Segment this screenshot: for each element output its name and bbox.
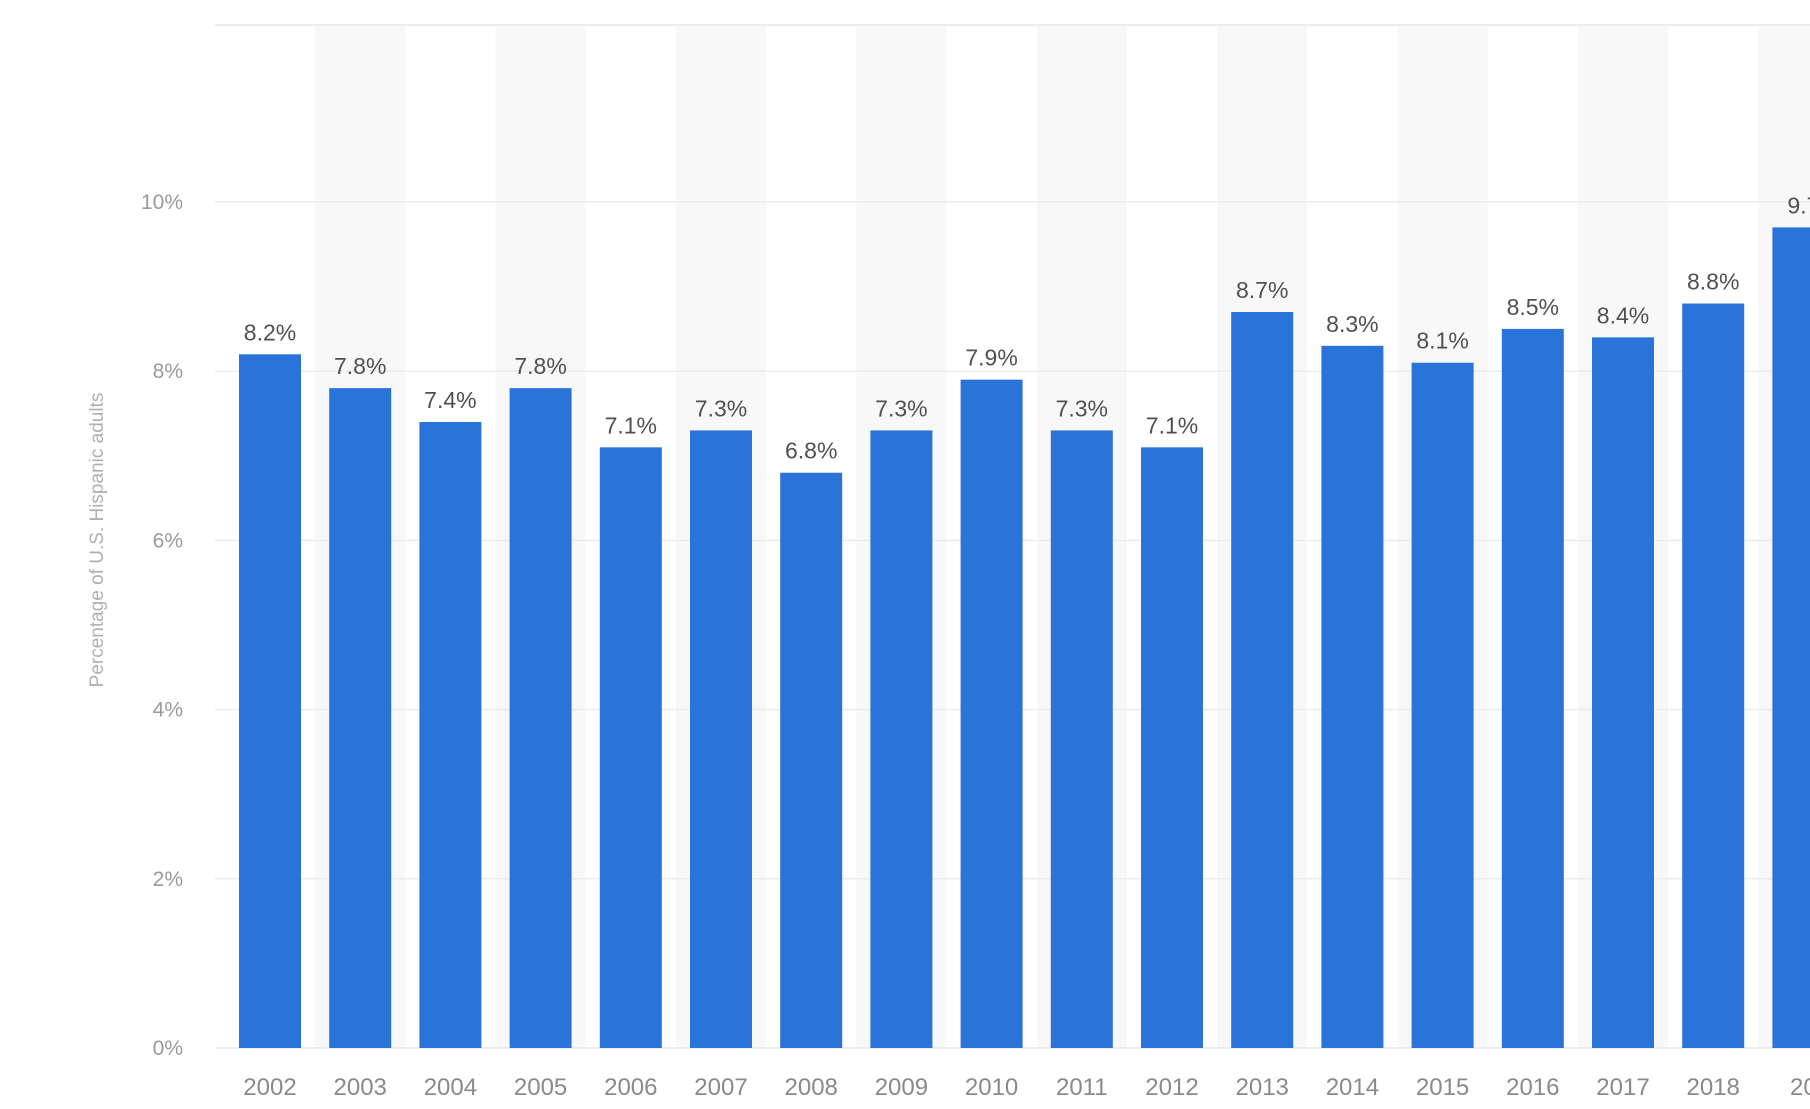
data-label: 6.8%	[785, 438, 837, 464]
y-tick-label: 0%	[153, 1037, 183, 1060]
data-label: 8.2%	[244, 319, 296, 345]
data-label: 7.1%	[605, 412, 657, 438]
data-label: 7.3%	[695, 395, 747, 421]
x-tick-label: 2013	[1236, 1074, 1289, 1101]
x-axis-ticks: 2002 2003 2004 2005 2006 2007 2008 2009 2010 2011…	[243, 1074, 1810, 1101]
x-tick-label: 2017	[1596, 1074, 1649, 1101]
bar	[1321, 345, 1384, 1048]
data-label: 8.3%	[1326, 311, 1378, 337]
data-labels: 8.2% 7.8% 7.4% 7.8% 7.1% 7.3% 6.8% 7.3% 7.9% 7.3%…	[244, 192, 1810, 463]
data-label: 7.4%	[424, 387, 476, 413]
bar	[1501, 328, 1564, 1048]
bar	[1141, 447, 1203, 1049]
x-tick-label: 2006	[604, 1074, 657, 1101]
x-tick-label: 2012	[1145, 1074, 1198, 1101]
bar	[329, 388, 392, 1048]
data-label: 7.3%	[1056, 395, 1108, 421]
x-tick-label: 2010	[965, 1074, 1018, 1101]
data-label: 8.4%	[1597, 302, 1649, 328]
bar	[1772, 227, 1810, 1048]
bar	[780, 472, 843, 1049]
bar	[239, 354, 301, 1048]
bar	[1592, 337, 1654, 1048]
bar	[599, 447, 662, 1049]
data-label: 8.7%	[1236, 277, 1288, 303]
x-tick-label: 2002	[243, 1074, 296, 1101]
x-tick-label: 2015	[1416, 1074, 1469, 1101]
data-label: 7.3%	[875, 395, 927, 421]
bar	[1231, 311, 1294, 1049]
y-tick-label: 6%	[153, 529, 183, 552]
x-tick-label: 2003	[334, 1074, 387, 1101]
x-tick-label: 2005	[514, 1074, 567, 1101]
x-tick-label: 2007	[694, 1074, 747, 1101]
bar	[1682, 303, 1745, 1048]
x-tick-label: 2011	[1056, 1074, 1108, 1101]
y-tick-label: 2%	[153, 868, 183, 891]
bar	[1050, 430, 1113, 1048]
data-label: 7.8%	[334, 353, 386, 379]
data-label: 8.5%	[1507, 294, 1559, 320]
data-label: 8.1%	[1416, 328, 1468, 354]
bars	[239, 227, 1810, 1049]
bar	[870, 430, 933, 1048]
y-tick-label: 8%	[153, 360, 183, 383]
y-axis-title: Percentage of U.S. Hispanic adults	[87, 393, 108, 688]
bar	[419, 421, 482, 1049]
data-label: 7.1%	[1146, 412, 1198, 438]
data-label: 8.8%	[1687, 269, 1739, 295]
x-tick-label: 2004	[424, 1074, 477, 1101]
y-tick-label: 10%	[141, 191, 183, 214]
x-tick-label: 2014	[1326, 1074, 1379, 1101]
bar	[1411, 362, 1474, 1048]
x-tick-label: 2018	[1687, 1074, 1740, 1101]
data-label: 9.7	[1787, 192, 1810, 218]
y-tick-label: 4%	[153, 699, 183, 722]
x-tick-label: 20	[1790, 1074, 1810, 1101]
bar	[509, 388, 572, 1048]
data-label: 7.9%	[965, 345, 1017, 371]
y-axis-ticks: 0% 2% 4% 6% 8% 10%	[141, 191, 183, 1060]
x-tick-label: 2008	[785, 1074, 838, 1101]
bar	[690, 430, 752, 1048]
data-label: 7.8%	[514, 353, 566, 379]
x-tick-label: 2016	[1506, 1074, 1559, 1101]
bar	[960, 379, 1023, 1048]
x-tick-label: 2009	[875, 1074, 928, 1101]
